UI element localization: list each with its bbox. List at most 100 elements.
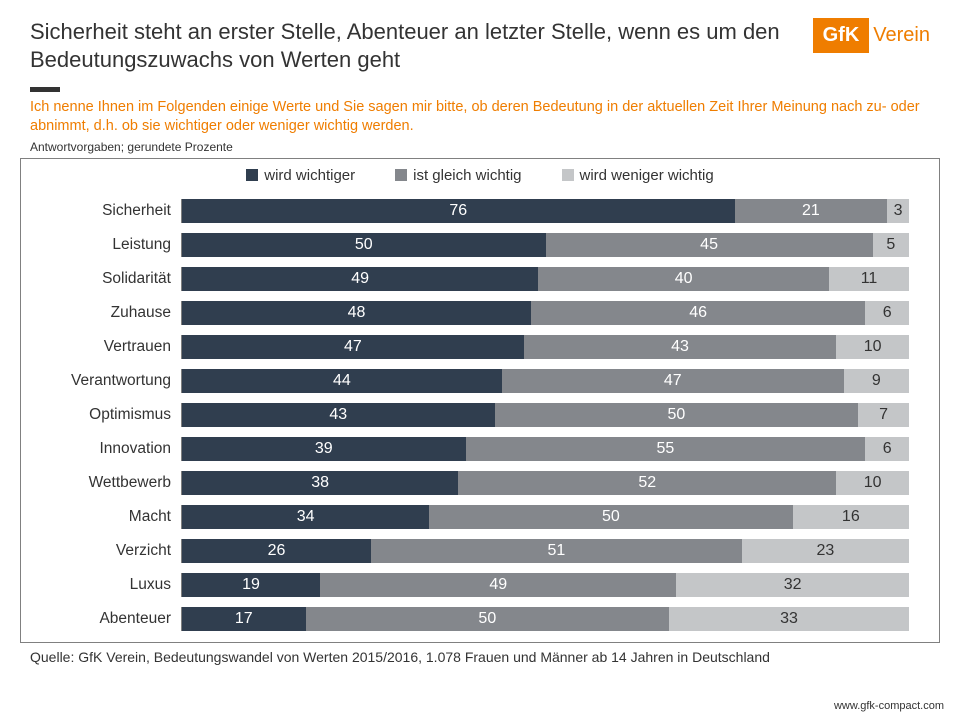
bar-segment: 11 <box>829 267 909 291</box>
row-label: Solidarität <box>51 270 181 288</box>
bar-segment: 50 <box>429 505 793 529</box>
bar-segment: 47 <box>182 335 524 359</box>
row-label: Innovation <box>51 440 181 458</box>
bar-segment: 55 <box>466 437 866 461</box>
bar-segment: 3 <box>887 199 909 223</box>
header: Sicherheit steht an erster Stelle, Abent… <box>0 0 960 79</box>
chart-row: Innovation39556 <box>51 432 909 466</box>
chart-row: Wettbewerb385210 <box>51 466 909 500</box>
source-line: Quelle: GfK Verein, Bedeutungswandel von… <box>0 643 960 665</box>
page-title: Sicherheit steht an erster Stelle, Abent… <box>30 18 793 73</box>
logo: GfK Verein <box>813 18 930 53</box>
bar-segment: 48 <box>182 301 531 325</box>
stacked-bar: 48466 <box>181 301 909 325</box>
bar-segment: 21 <box>735 199 888 223</box>
bar-segment: 50 <box>182 233 546 257</box>
stacked-bar: 76213 <box>181 199 909 223</box>
bar-segment: 6 <box>865 301 909 325</box>
bar-segment: 43 <box>524 335 837 359</box>
row-label: Verzicht <box>51 542 181 560</box>
subtitle: Ich nenne Ihnen im Folgenden einige Wert… <box>0 98 960 140</box>
bar-segment: 45 <box>546 233 873 257</box>
bar-segment: 23 <box>742 539 909 563</box>
stacked-bar: 39556 <box>181 437 909 461</box>
bar-segment: 43 <box>182 403 495 427</box>
stacked-bar: 474310 <box>181 335 909 359</box>
bar-segment: 39 <box>182 437 466 461</box>
chart-row: Sicherheit76213 <box>51 194 909 228</box>
bar-segment: 47 <box>502 369 844 393</box>
row-label: Sicherheit <box>51 202 181 220</box>
legend-item-c1: wird wichtiger <box>246 167 355 184</box>
row-label: Macht <box>51 508 181 526</box>
chart-row: Solidarität494011 <box>51 262 909 296</box>
bar-segment: 76 <box>182 199 735 223</box>
stacked-bar: 345016 <box>181 505 909 529</box>
chart-row: Verzicht265123 <box>51 534 909 568</box>
bar-segment: 50 <box>495 403 859 427</box>
bar-segment: 51 <box>371 539 742 563</box>
row-label: Luxus <box>51 576 181 594</box>
legend-item-c2: ist gleich wichtig <box>395 167 521 184</box>
bar-segment: 16 <box>793 505 909 529</box>
row-label: Zuhause <box>51 304 181 322</box>
note: Antwortvorgaben; gerundete Prozente <box>0 140 960 158</box>
bar-segment: 34 <box>182 505 429 529</box>
bar-segment: 26 <box>182 539 371 563</box>
chart-row: Zuhause48466 <box>51 296 909 330</box>
row-label: Vertrauen <box>51 338 181 356</box>
row-label: Optimismus <box>51 406 181 424</box>
chart-row: Vertrauen474310 <box>51 330 909 364</box>
chart-rows: Sicherheit76213Leistung50455Solidarität4… <box>51 194 909 636</box>
swatch-c3 <box>562 169 574 181</box>
bar-segment: 9 <box>844 369 909 393</box>
row-label: Wettbewerb <box>51 474 181 492</box>
chart-row: Leistung50455 <box>51 228 909 262</box>
legend-label-c3: wird weniger wichtig <box>580 167 714 184</box>
bar-segment: 6 <box>865 437 909 461</box>
bar-segment: 49 <box>182 267 538 291</box>
bar-segment: 49 <box>320 573 676 597</box>
accent-bar <box>30 87 60 92</box>
stacked-bar: 494011 <box>181 267 909 291</box>
bar-segment: 40 <box>538 267 829 291</box>
bar-segment: 44 <box>182 369 502 393</box>
stacked-bar: 194932 <box>181 573 909 597</box>
chart-row: Luxus194932 <box>51 568 909 602</box>
swatch-c2 <box>395 169 407 181</box>
legend-item-c3: wird weniger wichtig <box>562 167 714 184</box>
stacked-bar: 44479 <box>181 369 909 393</box>
row-label: Abenteuer <box>51 610 181 628</box>
legend-label-c1: wird wichtiger <box>264 167 355 184</box>
stacked-bar: 265123 <box>181 539 909 563</box>
row-label: Leistung <box>51 236 181 254</box>
bar-segment: 10 <box>836 335 909 359</box>
legend-label-c2: ist gleich wichtig <box>413 167 521 184</box>
chart-row: Macht345016 <box>51 500 909 534</box>
logo-box: GfK <box>813 18 870 53</box>
bar-segment: 5 <box>873 233 909 257</box>
bar-segment: 7 <box>858 403 909 427</box>
stacked-bar: 385210 <box>181 471 909 495</box>
url: www.gfk-compact.com <box>834 700 944 712</box>
chart-row: Verantwortung44479 <box>51 364 909 398</box>
stacked-bar: 43507 <box>181 403 909 427</box>
row-label: Verantwortung <box>51 372 181 390</box>
bar-segment: 17 <box>182 607 306 631</box>
bar-segment: 38 <box>182 471 458 495</box>
bar-segment: 19 <box>182 573 320 597</box>
chart-frame: wird wichtiger ist gleich wichtig wird w… <box>20 158 940 643</box>
bar-segment: 46 <box>531 301 865 325</box>
bar-segment: 33 <box>669 607 909 631</box>
chart-row: Optimismus43507 <box>51 398 909 432</box>
stacked-bar: 175033 <box>181 607 909 631</box>
stacked-bar: 50455 <box>181 233 909 257</box>
bar-segment: 50 <box>306 607 670 631</box>
swatch-c1 <box>246 169 258 181</box>
logo-text: Verein <box>873 24 930 47</box>
bar-segment: 10 <box>836 471 909 495</box>
legend: wird wichtiger ist gleich wichtig wird w… <box>51 167 909 184</box>
chart-row: Abenteuer175033 <box>51 602 909 636</box>
bar-segment: 52 <box>458 471 836 495</box>
bar-segment: 32 <box>676 573 909 597</box>
